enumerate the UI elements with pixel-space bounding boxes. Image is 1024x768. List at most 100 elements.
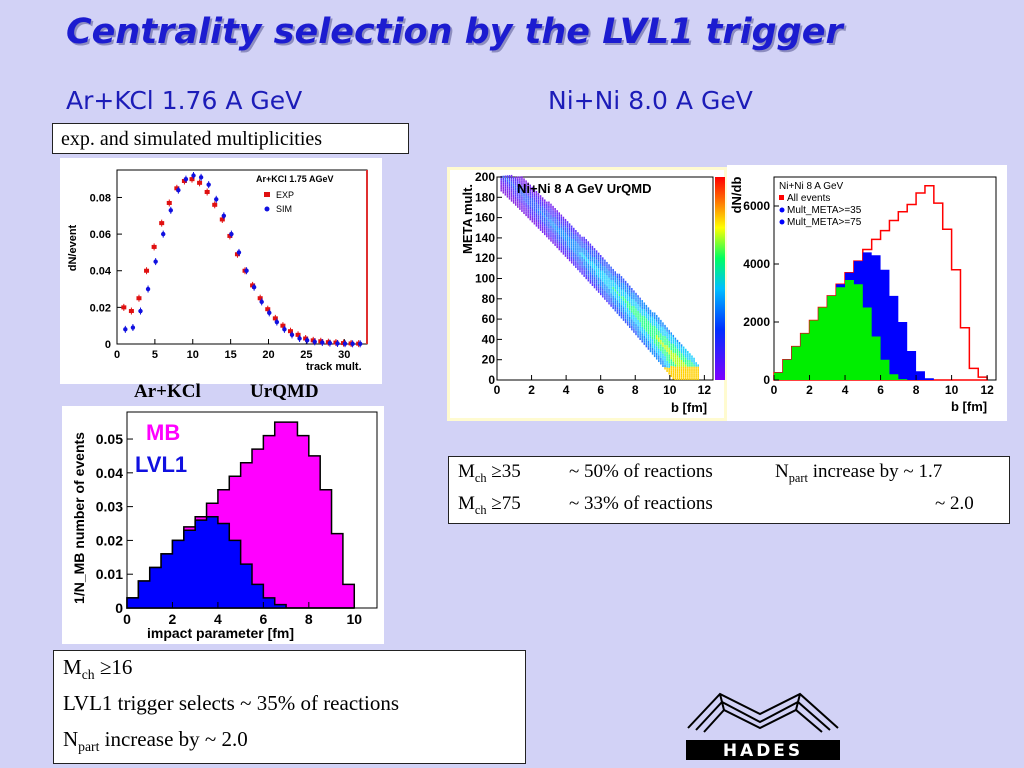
heatmap-cell <box>533 191 536 194</box>
heatmap-cell <box>643 342 646 345</box>
heatmap-cell <box>622 311 625 315</box>
heatmap-cell <box>537 222 540 225</box>
heatmap-cell <box>635 321 637 325</box>
heatmap-cell <box>653 325 656 329</box>
heatmap-cell <box>653 323 656 326</box>
heatmap-cell <box>556 221 558 224</box>
heatmap-cell <box>639 302 641 305</box>
heatmap-cell <box>653 343 656 346</box>
heatmap-cell <box>612 275 614 278</box>
heatmap-cell <box>508 181 511 184</box>
heatmap-cell <box>539 219 542 222</box>
heatmap-cell <box>577 254 579 257</box>
heatmap-cell <box>599 281 602 284</box>
heatmap-cell <box>554 214 556 217</box>
heatmap-cell <box>672 341 675 344</box>
heatmap-cell <box>672 348 675 351</box>
heatmap-cell <box>587 245 590 248</box>
heatmap-cell <box>658 344 660 347</box>
heatmap-cell <box>523 182 525 186</box>
heatmap-cell <box>608 264 610 267</box>
heatmap-cell <box>593 259 596 262</box>
heatmap-cell <box>533 206 536 209</box>
heatmap-cell <box>587 241 590 244</box>
heatmap-cell <box>655 343 658 347</box>
heatmap-cell <box>666 340 668 343</box>
heatmap-cell <box>597 272 600 275</box>
heatmap-cell <box>544 232 546 236</box>
x-tick-label: 0 <box>114 349 120 361</box>
heatmap-cell <box>645 342 648 346</box>
row2-cond: Mch ≥75 <box>458 493 521 517</box>
heatmap-cell <box>579 263 581 266</box>
heatmap-cell <box>579 241 581 244</box>
heatmap-cell <box>674 368 677 372</box>
heatmap-cell <box>647 343 650 346</box>
row1-fraction: ~ 50% of reactions <box>569 461 713 482</box>
heatmap-cell <box>685 373 687 376</box>
heatmap-cell <box>521 207 523 210</box>
heatmap-cell <box>544 230 546 233</box>
heatmap-cell <box>649 345 652 348</box>
heatmap-cell <box>662 351 664 354</box>
heatmap-cell <box>535 190 538 194</box>
heatmap-cell <box>546 206 548 209</box>
heatmap-cell <box>533 188 536 192</box>
heatmap-cell <box>643 313 646 316</box>
heatmap-cell <box>685 371 687 374</box>
heatmap-cell <box>502 182 505 185</box>
heatmap-cell <box>599 272 602 276</box>
heatmap-cell <box>558 225 561 228</box>
heatmap-cell <box>637 304 639 307</box>
heatmap-cell <box>668 354 670 357</box>
heatmap-cell <box>618 313 621 317</box>
heatmap-cell <box>645 313 648 317</box>
heatmap-cell <box>643 338 646 341</box>
heatmap-cell <box>525 211 527 214</box>
heatmap-cell <box>558 245 561 249</box>
heatmap-cell <box>566 236 569 239</box>
heatmap-cell <box>541 228 544 231</box>
heatmap-cell <box>579 243 581 246</box>
heatmap-cell <box>670 343 672 346</box>
y-tick-label: 20 <box>482 353 496 367</box>
heatmap-cell <box>604 279 606 282</box>
heatmap-cell <box>622 294 625 297</box>
heatmap-cell <box>519 200 521 204</box>
heatmap-cell <box>579 270 581 273</box>
heatmap-cell <box>562 227 565 231</box>
heatmap-cell <box>655 341 658 344</box>
heatmap-cell <box>602 261 604 264</box>
heatmap-cell <box>647 318 650 321</box>
heatmap-cell <box>672 337 675 340</box>
heatmap-cell <box>589 256 592 260</box>
heatmap-cell <box>564 223 567 226</box>
heatmap-cell <box>616 282 619 285</box>
heatmap-cell <box>597 279 600 282</box>
heatmap-cell <box>589 277 592 280</box>
heatmap-cell <box>579 256 581 260</box>
heatmap-cell <box>622 300 625 304</box>
heatmap-cell <box>610 271 612 274</box>
heatmap-cell <box>687 355 689 358</box>
heatmap-cell <box>647 336 650 339</box>
heatmap-cell <box>662 329 664 332</box>
heatmap-cell <box>620 293 623 297</box>
heatmap-cell <box>560 250 563 253</box>
heatmap-cell <box>606 290 608 294</box>
heatmap-cell <box>689 368 691 372</box>
heatmap-cell <box>693 364 695 367</box>
heatmap-cell <box>660 337 662 340</box>
heatmap-cell <box>544 201 546 204</box>
heatmap-cell <box>550 219 552 222</box>
heatmap-cell <box>579 259 581 262</box>
heatmap-cell <box>626 312 629 315</box>
heatmap-cell <box>558 239 561 242</box>
heatmap-cell <box>639 308 641 311</box>
heatmap-cell <box>573 250 575 253</box>
heatmap-cell <box>645 331 648 334</box>
heatmap-cell <box>612 297 614 301</box>
heatmap-cell <box>614 304 617 307</box>
heatmap-cell <box>674 364 677 367</box>
heatmap-cell <box>647 307 650 310</box>
